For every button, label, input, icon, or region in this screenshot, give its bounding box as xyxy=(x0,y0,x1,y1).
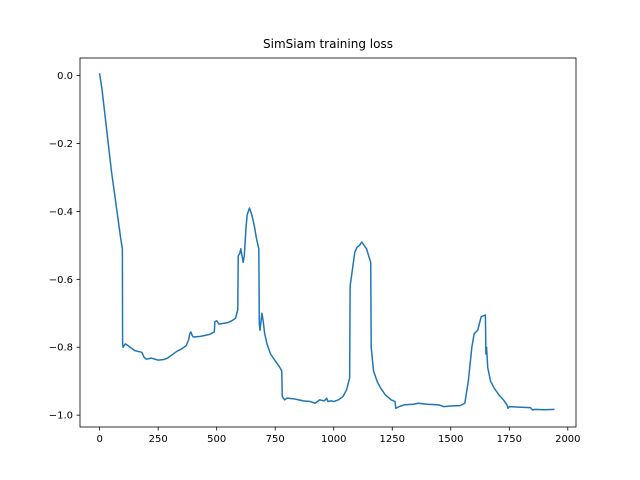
x-tick-label: 250 xyxy=(149,434,168,445)
x-tick-label: 1750 xyxy=(497,434,522,445)
x-tick-label: 750 xyxy=(266,434,285,445)
x-tick-label: 0 xyxy=(96,434,102,445)
plot-area xyxy=(79,57,577,428)
y-tick-label: −0.6 xyxy=(49,275,73,286)
y-tick-label: −0.4 xyxy=(49,207,73,218)
axes-frame xyxy=(79,57,577,428)
loss-series-line xyxy=(98,73,555,411)
chart-title: SimSiam training loss xyxy=(263,37,393,51)
y-axis-ticks: 0.0 −0.2 −0.4 −0.6 −0.8 −1.0 xyxy=(49,71,80,422)
y-tick-label: 0.0 xyxy=(57,71,73,82)
x-tick-label: 1500 xyxy=(438,434,463,445)
x-tick-label: 1250 xyxy=(380,434,405,445)
x-tick-label: 500 xyxy=(207,434,226,445)
y-tick-label: −0.2 xyxy=(49,139,73,150)
x-tick-label: 2000 xyxy=(555,434,580,445)
y-tick-label: −0.8 xyxy=(49,343,73,354)
x-axis-ticks: 0 250 500 750 1000 1250 1500 1750 2000 xyxy=(96,427,581,445)
x-tick-label: 1000 xyxy=(321,434,346,445)
y-tick-label: −1.0 xyxy=(49,411,73,422)
